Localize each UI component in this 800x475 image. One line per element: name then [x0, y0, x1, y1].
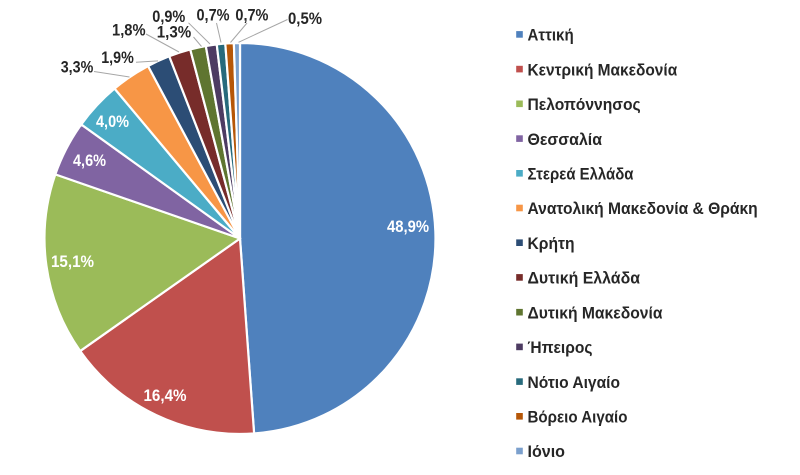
svg-text:0,7%: 0,7%: [197, 7, 230, 25]
svg-text:Κεντρική Μακεδονία: Κεντρική Μακεδονία: [528, 60, 678, 79]
svg-text:0,7%: 0,7%: [235, 7, 268, 25]
svg-text:1,8%: 1,8%: [112, 22, 146, 40]
svg-text:4,0%: 4,0%: [96, 113, 129, 131]
svg-text:4,6%: 4,6%: [73, 152, 106, 170]
svg-text:Νότιο Αιγαίο: Νότιο Αιγαίο: [528, 373, 621, 392]
svg-text:3,3%: 3,3%: [61, 59, 94, 77]
svg-text:Δυτική Ελλάδα: Δυτική Ελλάδα: [528, 269, 641, 288]
svg-text:Ιόνιο: Ιόνιο: [528, 442, 566, 461]
svg-text:Κρήτη: Κρήτη: [528, 234, 575, 253]
svg-text:Δυτική Μακεδονία: Δυτική Μακεδονία: [528, 303, 663, 322]
svg-text:Αττική: Αττική: [528, 26, 574, 45]
svg-text:Πελοπόννησος: Πελοπόννησος: [528, 95, 641, 114]
svg-text:0,5%: 0,5%: [288, 10, 322, 28]
svg-text:48,9%: 48,9%: [387, 218, 429, 236]
svg-text:1,9%: 1,9%: [101, 49, 134, 67]
svg-text:Ανατολική Μακεδονία & Θράκη: Ανατολική Μακεδονία & Θράκη: [528, 199, 758, 218]
svg-text:Στερεά Ελλάδα: Στερεά Ελλάδα: [528, 165, 634, 184]
svg-text:15,1%: 15,1%: [51, 253, 94, 271]
svg-text:0,9%: 0,9%: [152, 8, 185, 26]
svg-text:1,3%: 1,3%: [157, 24, 192, 42]
svg-text:16,4%: 16,4%: [144, 387, 187, 405]
svg-text:Ήπειρος: Ήπειρος: [528, 338, 593, 357]
svg-text:Βόρειο Αιγαίο: Βόρειο Αιγαίο: [528, 408, 628, 427]
svg-text:Θεσσαλία: Θεσσαλία: [528, 130, 603, 149]
